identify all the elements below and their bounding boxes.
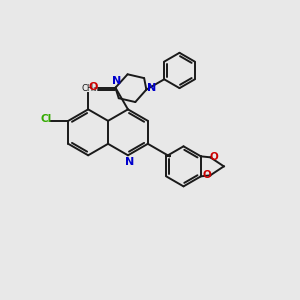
Text: N: N — [125, 157, 134, 167]
Text: Cl: Cl — [40, 114, 52, 124]
Text: O: O — [202, 170, 211, 180]
Text: CH₃: CH₃ — [81, 84, 97, 93]
Text: N: N — [112, 76, 122, 86]
Text: O: O — [89, 82, 98, 92]
Text: O: O — [209, 152, 218, 162]
Text: N: N — [147, 83, 156, 93]
